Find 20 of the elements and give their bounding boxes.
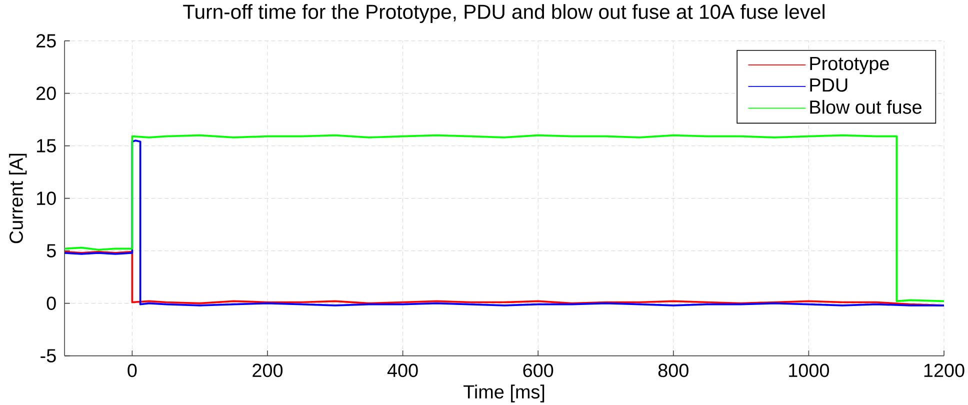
- x-tick-label: 400: [387, 364, 418, 378]
- legend-label: PDU: [810, 78, 848, 92]
- y-tick-label: 0: [46, 296, 56, 310]
- x-tick-label: 600: [523, 364, 554, 378]
- x-tick-label: 800: [658, 364, 688, 378]
- x-tick-label: 0: [128, 364, 137, 378]
- legend-label: Prototype: [810, 57, 889, 74]
- x-tick-label: 1000: [789, 364, 830, 378]
- y-tick-label: 20: [36, 86, 56, 100]
- y-tick-label: 10: [37, 192, 56, 206]
- y-axis-title: Current [A]: [9, 154, 27, 244]
- x-axis-title: Time [ms]: [463, 384, 544, 402]
- y-tick-label: 15: [37, 139, 56, 152]
- y-tick-label: -5: [40, 349, 56, 362]
- y-tick-label: 25: [36, 34, 56, 48]
- x-tick-label: 1200: [924, 364, 964, 378]
- chart-title: Turn-off time for the Prototype, PDU and blow out fuse at 10A fuse level: [183, 4, 824, 24]
- x-tick-label: 200: [252, 364, 283, 378]
- legend-label: Blow out fuse: [810, 100, 922, 114]
- y-tick-label: 5: [46, 244, 56, 258]
